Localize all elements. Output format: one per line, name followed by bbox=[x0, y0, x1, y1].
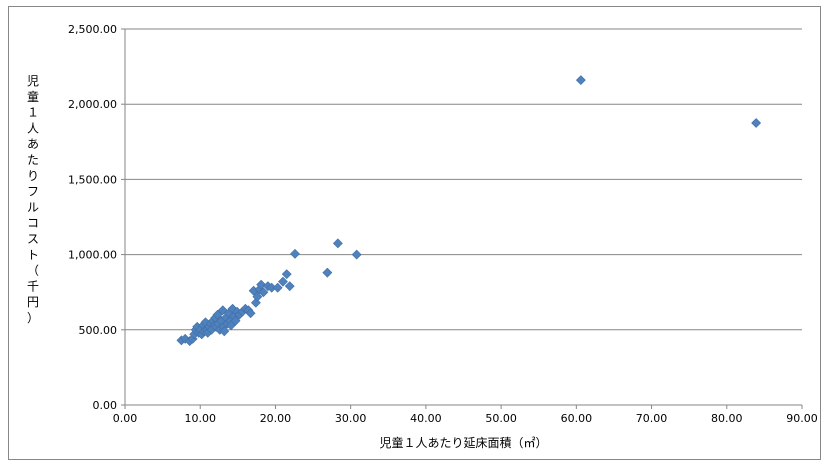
data-point bbox=[245, 308, 256, 319]
x-tick-label: 50.00 bbox=[485, 412, 517, 425]
axes bbox=[121, 28, 803, 409]
data-point bbox=[751, 118, 762, 128]
data-point bbox=[332, 238, 343, 249]
data-point bbox=[272, 282, 283, 293]
data-point bbox=[322, 267, 333, 278]
data-point bbox=[258, 287, 269, 298]
x-tick-label: 60.00 bbox=[561, 412, 593, 425]
y-tick-label: 0.00 bbox=[93, 399, 118, 412]
data-point bbox=[351, 249, 362, 260]
y-tick-label: 500.00 bbox=[79, 324, 118, 337]
x-tick-label: 80.00 bbox=[711, 412, 743, 425]
y-tick-label: 1,500.00 bbox=[68, 173, 117, 186]
y-tick-label: 2,000.00 bbox=[68, 98, 117, 111]
data-point bbox=[281, 269, 292, 280]
data-point bbox=[290, 248, 300, 259]
data-point bbox=[230, 315, 241, 326]
x-axis-title: 児童１人あたり延床面積（㎡） bbox=[379, 435, 547, 450]
data-point bbox=[212, 309, 223, 320]
scatter-chart: 0.00 500.00 1,000.00 1,500.00 2,000.00 2,500.… bbox=[27, 23, 818, 450]
data-point bbox=[284, 281, 295, 292]
gridlines bbox=[125, 28, 802, 331]
data-point bbox=[252, 291, 263, 302]
y-tick-label: 2,500.00 bbox=[68, 23, 117, 36]
data-point bbox=[575, 75, 586, 86]
x-tick-label: 40.00 bbox=[410, 412, 442, 425]
y-axis-title: 児童１人あたりフルコスト（千円） bbox=[27, 74, 39, 325]
y-tick-label: 1,000.00 bbox=[68, 249, 117, 262]
data-points bbox=[176, 75, 762, 347]
x-tick-label: 90.00 bbox=[786, 412, 818, 425]
x-tick-label: 70.00 bbox=[636, 412, 668, 425]
x-tick-label: 0.00 bbox=[113, 412, 138, 425]
data-point bbox=[278, 276, 288, 287]
data-point bbox=[219, 326, 230, 337]
chart-frame: 0.00 500.00 1,000.00 1,500.00 2,000.00 2,500.… bbox=[8, 6, 821, 460]
data-point bbox=[256, 279, 267, 290]
x-tick-label: 20.00 bbox=[260, 412, 292, 425]
x-tick-label: 10.00 bbox=[184, 412, 216, 425]
y-tick-labels: 0.00 500.00 1,000.00 1,500.00 2,000.00 2,500.… bbox=[68, 23, 117, 412]
x-tick-labels: 0.00 10.00 20.00 30.00 40.00 50.00 60.00 70.00 8… bbox=[113, 412, 818, 425]
x-tick-label: 30.00 bbox=[335, 412, 367, 425]
